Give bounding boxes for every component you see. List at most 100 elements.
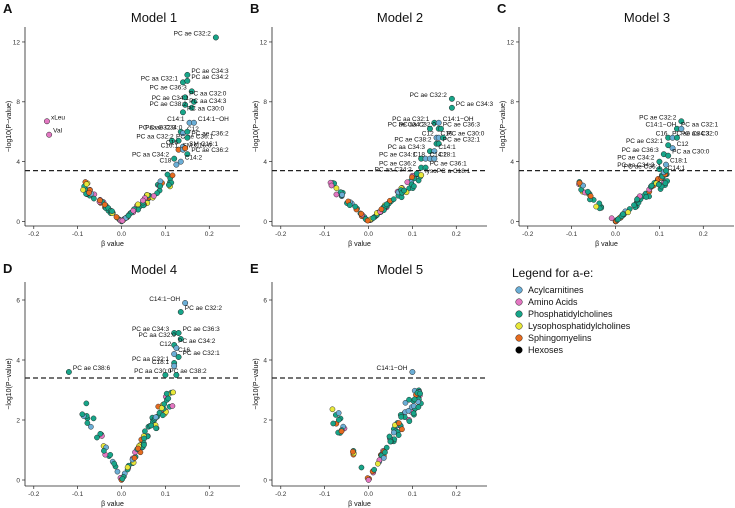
y-axis-label: −log10(P−value) [253,101,260,152]
point-label: PC ae C34:3 [456,101,494,108]
point-label: PC aa C32:1 [141,75,179,82]
labeled-point [665,142,672,149]
panel-b-title: Model 2 [377,10,423,25]
background-point [402,399,409,406]
background-point [83,181,90,187]
x-tick-label: 0.2 [205,491,214,498]
background-point [380,455,387,461]
background-point [86,189,92,196]
x-tick-label: -0.2 [275,491,287,498]
y-axis-label: −log10(P−value) [6,358,13,409]
panel-c-title: Model 3 [624,10,670,25]
x-axis-label: β value [595,241,618,248]
y-tick-label: 2 [263,417,267,424]
labeled-point [440,134,447,141]
background-point [125,212,132,219]
background-point [150,193,157,199]
legend-item-label: Phosphatidylcholines [528,309,613,319]
x-tick-label: 0.1 [408,231,417,238]
point-label: PC aa C32:0 [399,122,437,129]
y-tick-label: 4 [16,159,20,166]
background-point [662,180,669,186]
background-point [398,414,404,420]
x-tick-label: -0.2 [28,231,40,238]
background-point [409,174,415,180]
point-label: PC aa C34:3 [617,162,655,169]
point-label: C16 [166,140,178,147]
background-point [396,420,402,426]
legend: Legend for a-e: Acylcarnitines Amino Acid… [512,266,631,355]
point-label: PC aa C32:3 [139,125,177,132]
x-tick-label: 0.1 [655,231,664,238]
y-tick-label: 12 [507,39,515,46]
background-point [386,433,393,440]
y-tick-label: 8 [510,99,514,106]
point-label: C16 [656,131,668,138]
point-label: PC ae C38:6 [73,365,111,372]
background-point [113,214,120,220]
y-tick-label: 4 [263,159,267,166]
point-label: C14:1 [167,116,185,123]
y-tick-label: 6 [16,297,20,304]
background-point [406,418,413,425]
background-point [124,464,131,471]
point-label: C14:1−OH [443,116,474,123]
x-tick-label: 0.1 [161,231,170,238]
labeled-point [435,140,442,147]
labeled-point [175,137,182,144]
x-tick-label: -0.1 [319,491,331,498]
background-point [608,215,615,222]
point-label: xLeu [51,114,65,121]
panel-a: A Model 1 -0.2 -0.1 0.0 0.1 0.2 0 4 8 12 β value −… [3,1,240,248]
labeled-point [409,369,416,375]
point-label: PC ae C32:2 [410,92,448,99]
point-label: PC aa C34:2 [375,167,413,174]
point-label: PC ae C34:3 [191,68,229,75]
x-tick-label: 0.2 [205,231,214,238]
background-point [141,435,148,442]
background-point [80,187,86,193]
background-point [401,187,407,194]
labeled-point [656,158,663,165]
background-point [387,438,394,445]
point-label: PC ae C36:2 [191,147,229,154]
background-point [102,201,108,208]
background-point [97,197,103,204]
labeled-point [182,145,189,152]
point-label: PC ae C36:3 [183,326,221,333]
background-point [399,426,405,433]
background-point [165,395,172,402]
background-point [119,475,126,482]
background-point [410,410,417,417]
x-tick-label: -0.2 [28,491,40,498]
point-label: PC ae C36:1 [624,164,662,171]
point-label: Val [53,128,62,135]
background-point [111,460,118,467]
legend-title: Legend for a-e: [512,266,593,280]
background-point [655,181,662,188]
point-label: C14:1−OH [149,296,180,303]
legend-swatch [515,334,523,342]
background-point [135,201,141,208]
labeled-point [427,125,433,132]
point-label: C12 [677,141,689,148]
point-label: C12 [422,131,434,138]
point-label: PC ae C34:2 [617,155,655,162]
panel-d-title: Model 4 [131,262,177,277]
labeled-point [190,98,197,105]
labeled-point [171,363,178,369]
point-label: PC ae C36:3 [443,122,481,129]
x-tick-label: -0.1 [72,231,84,238]
point-label: PC ae C32:1 [443,137,481,144]
background-point [411,396,418,403]
point-label: PC ae C30:0 [447,131,485,138]
point-label: C14:2 [185,155,203,162]
labeled-point [448,104,455,111]
x-tick-label: 0.2 [452,231,461,238]
background-point [164,171,171,178]
point-label: PC aa C30:0 [187,105,225,112]
background-point [417,390,423,397]
y-tick-label: 8 [16,99,20,106]
background-point [576,180,583,186]
background-point [148,422,155,429]
